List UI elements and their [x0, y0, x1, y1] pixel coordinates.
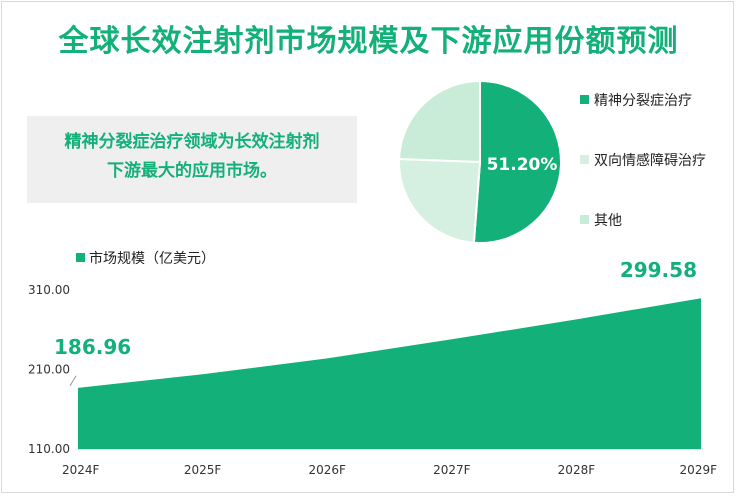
legend-swatch-other	[580, 215, 589, 224]
pie-legend-item-2: 双向情感障碍治疗	[580, 152, 706, 170]
pie-legend-label-1: 精神分裂症治疗	[594, 93, 692, 109]
legend-swatch-bipolar	[580, 155, 589, 164]
area-legend-label: 市场规模（亿美元）	[89, 251, 215, 267]
pie-legend-item-1: 精神分裂症治疗	[580, 92, 692, 110]
pie-legend-item-3: 其他	[580, 212, 622, 230]
callout-line-1: 精神分裂症治疗领域为长效注射剂	[64, 132, 320, 152]
area-legend: 市场规模（亿美元）	[76, 248, 215, 268]
area-legend-swatch	[76, 253, 85, 262]
chart-title: 全球长效注射剂市场规模及下游应用份额预测	[58, 24, 679, 59]
callout-line-2: 下游最大的应用市场。	[107, 161, 277, 181]
legend-swatch-schizophrenia	[580, 95, 589, 104]
pie-legend-label-3: 其他	[594, 213, 622, 229]
callout-box: 精神分裂症治疗领域为长效注射剂 下游最大的应用市场。	[27, 116, 357, 203]
pie-legend-label-2: 双向情感障碍治疗	[594, 153, 706, 169]
